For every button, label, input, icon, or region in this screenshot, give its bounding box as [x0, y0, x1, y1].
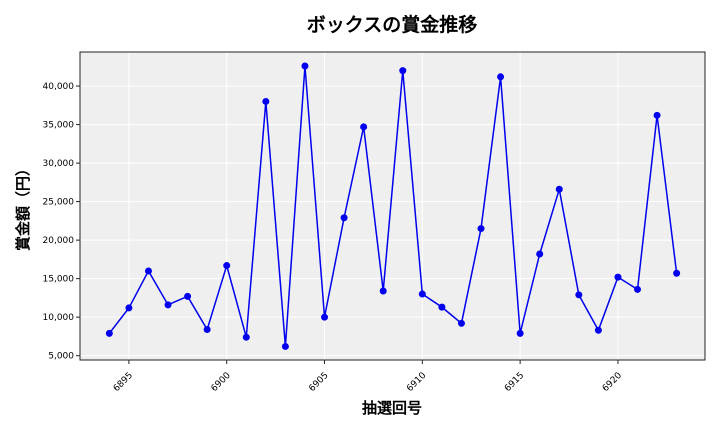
- series-line: [108, 65, 678, 347]
- y-tick-label: 10,000: [43, 313, 75, 323]
- x-tick-label: 6910: [405, 371, 428, 394]
- y-tick-label: 5,000: [48, 352, 74, 362]
- data-point: [575, 291, 583, 299]
- data-point: [673, 269, 681, 277]
- data-point: [281, 342, 289, 350]
- data-point: [536, 250, 544, 258]
- data-point: [321, 313, 329, 321]
- x-tick-label: 6895: [112, 371, 135, 394]
- data-point: [360, 123, 368, 131]
- x-tick-label: 6905: [307, 371, 330, 394]
- data-point: [125, 304, 133, 312]
- y-tick-label: 20,000: [43, 236, 75, 246]
- data-point: [418, 290, 426, 298]
- data-point: [105, 329, 113, 337]
- x-tick-label: 6915: [503, 371, 526, 394]
- data-point: [634, 285, 642, 293]
- x-tick-label: 6920: [601, 371, 624, 394]
- y-axis-label: 賞金額（円）: [14, 161, 32, 251]
- y-tick-label: 25,000: [43, 198, 75, 208]
- gridlines: [80, 52, 705, 360]
- data-point: [438, 303, 446, 311]
- data-point: [262, 97, 270, 105]
- data-point: [399, 67, 407, 75]
- data-point: [614, 273, 622, 281]
- data-point: [379, 287, 387, 295]
- data-point: [164, 301, 172, 309]
- data-point: [242, 333, 250, 341]
- y-tick-label: 40,000: [43, 82, 75, 92]
- data-point: [184, 292, 192, 300]
- data-point: [555, 185, 563, 193]
- x-tick-label: 6900: [210, 371, 233, 394]
- y-axis: 5,000 10,000 15,000 20,000 25,000 30,000 35,00…: [43, 82, 80, 362]
- data-point: [516, 329, 524, 337]
- series-lines: [105, 62, 681, 350]
- y-tick-label: 15,000: [43, 275, 75, 285]
- plot-area: [79, 51, 706, 361]
- data-point: [340, 214, 348, 222]
- x-axis: 6895 6900 6905 6910 6915 6920: [112, 360, 624, 394]
- y-tick-label: 30,000: [43, 159, 75, 169]
- data-point: [223, 262, 231, 270]
- data-point: [301, 62, 309, 70]
- data-point: [203, 325, 211, 333]
- data-point: [497, 73, 505, 81]
- data-point: [144, 267, 152, 275]
- chart-title: ボックスの賞金推移: [307, 13, 477, 36]
- x-axis-label: 抽選回号: [362, 399, 422, 417]
- data-point: [457, 319, 465, 327]
- y-tick-label: 35,000: [43, 121, 75, 131]
- plot-frame: [79, 51, 706, 361]
- data-point: [477, 225, 485, 233]
- data-point: [653, 111, 661, 119]
- data-point: [594, 326, 602, 334]
